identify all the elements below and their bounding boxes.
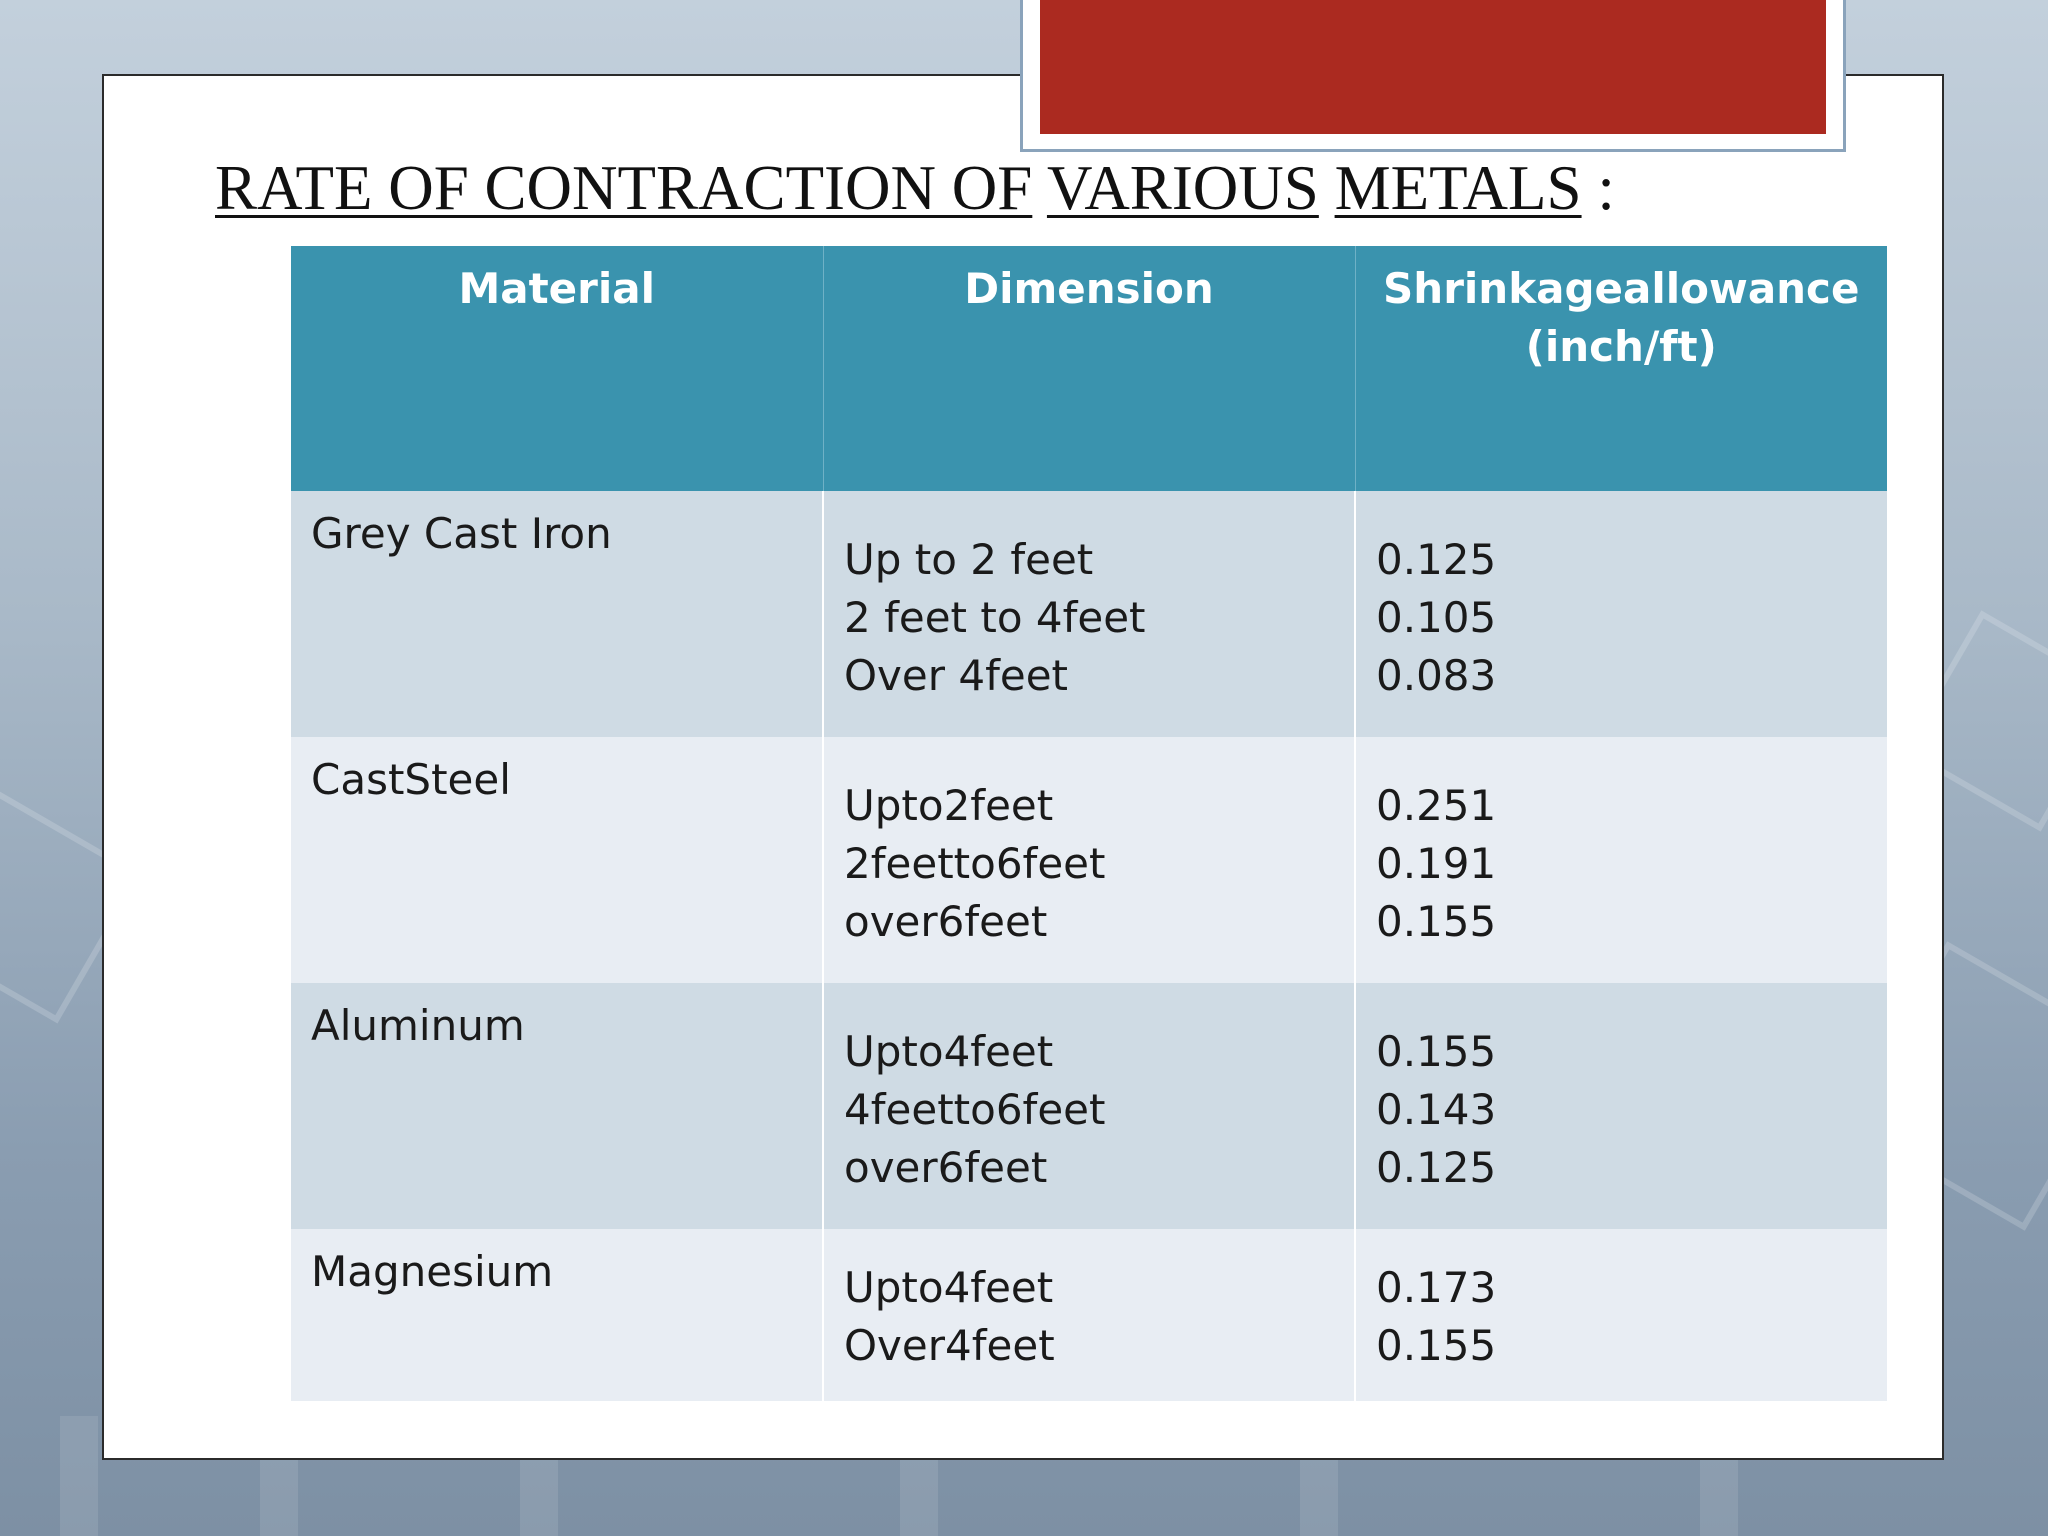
table-row: CastSteel Upto2feet 2feetto6feet over6fe… bbox=[291, 737, 1887, 983]
dimension-line: 4feetto6feet bbox=[844, 1085, 1106, 1134]
title-part: RATE OF CONTRACTION OF bbox=[215, 153, 1033, 223]
material-cell: CastSteel bbox=[291, 737, 824, 983]
allowance-value: 0.155 bbox=[1376, 1027, 1497, 1076]
table-row: Magnesium Upto4feet Over4feet 0.173 0.15… bbox=[291, 1229, 1887, 1401]
allowance-value: 0.125 bbox=[1376, 1143, 1497, 1192]
dimension-line: Up to 2 feet bbox=[844, 535, 1094, 584]
background-bar bbox=[1700, 1446, 1738, 1536]
dimension-line: 2feetto6feet bbox=[844, 839, 1106, 888]
dimension-line: Upto4feet bbox=[844, 1027, 1054, 1076]
header-dimension: Dimension bbox=[823, 246, 1356, 491]
header-material: Material bbox=[291, 246, 824, 491]
allowance-value: 0.191 bbox=[1376, 839, 1497, 888]
dimension-line: over6feet bbox=[844, 897, 1048, 946]
background-bar bbox=[900, 1456, 938, 1536]
dimension-cell: Upto4feet Over4feet bbox=[823, 1229, 1356, 1401]
dimension-line: 2 feet to 4feet bbox=[844, 593, 1146, 642]
allowance-value: 0.105 bbox=[1376, 593, 1497, 642]
table-row: Aluminum Upto4feet 4feetto6feet over6fee… bbox=[291, 983, 1887, 1229]
dimension-cell: Upto4feet 4feetto6feet over6feet bbox=[823, 983, 1356, 1229]
allowance-value: 0.251 bbox=[1376, 781, 1497, 830]
background-bar bbox=[60, 1416, 98, 1536]
header-shrinkage-allowance: Shrinkageallowance (inch/ft) bbox=[1355, 246, 1887, 491]
allowance-cell: 0.155 0.143 0.125 bbox=[1355, 983, 1887, 1229]
dimension-line: Over 4feet bbox=[844, 651, 1069, 700]
table-row: Grey Cast Iron Up to 2 feet 2 feet to 4f… bbox=[291, 491, 1887, 737]
table-header-row: Material Dimension Shrinkageallowance (i… bbox=[291, 246, 1887, 491]
allowance-value: 0.125 bbox=[1376, 535, 1497, 584]
allowance-value: 0.083 bbox=[1376, 651, 1497, 700]
dimension-line: Over4feet bbox=[844, 1321, 1055, 1370]
allowance-value: 0.143 bbox=[1376, 1085, 1497, 1134]
allowance-cell: 0.251 0.191 0.155 bbox=[1355, 737, 1887, 983]
dimension-cell: Upto2feet 2feetto6feet over6feet bbox=[823, 737, 1356, 983]
dimension-line: over6feet bbox=[844, 1143, 1048, 1192]
allowance-value: 0.173 bbox=[1376, 1263, 1497, 1312]
material-cell: Grey Cast Iron bbox=[291, 491, 824, 737]
accent-red-block bbox=[1040, 0, 1826, 134]
contraction-table: Material Dimension Shrinkageallowance (i… bbox=[291, 246, 1887, 1401]
dimension-cell: Up to 2 feet 2 feet to 4feet Over 4feet bbox=[823, 491, 1356, 737]
dimension-line: Upto4feet bbox=[844, 1263, 1054, 1312]
allowance-value: 0.155 bbox=[1376, 897, 1497, 946]
slide-title: RATE OF CONTRACTION OF VARIOUS METALS : bbox=[215, 152, 1615, 225]
material-cell: Magnesium bbox=[291, 1229, 824, 1401]
background-bar bbox=[260, 1446, 298, 1536]
material-cell: Aluminum bbox=[291, 983, 824, 1229]
title-part: VARIOUS bbox=[1046, 153, 1319, 223]
title-part: METALS bbox=[1334, 153, 1582, 223]
title-colon: : bbox=[1597, 153, 1615, 223]
allowance-cell: 0.173 0.155 bbox=[1355, 1229, 1887, 1401]
dimension-line: Upto2feet bbox=[844, 781, 1054, 830]
allowance-cell: 0.125 0.105 0.083 bbox=[1355, 491, 1887, 737]
allowance-value: 0.155 bbox=[1376, 1321, 1497, 1370]
